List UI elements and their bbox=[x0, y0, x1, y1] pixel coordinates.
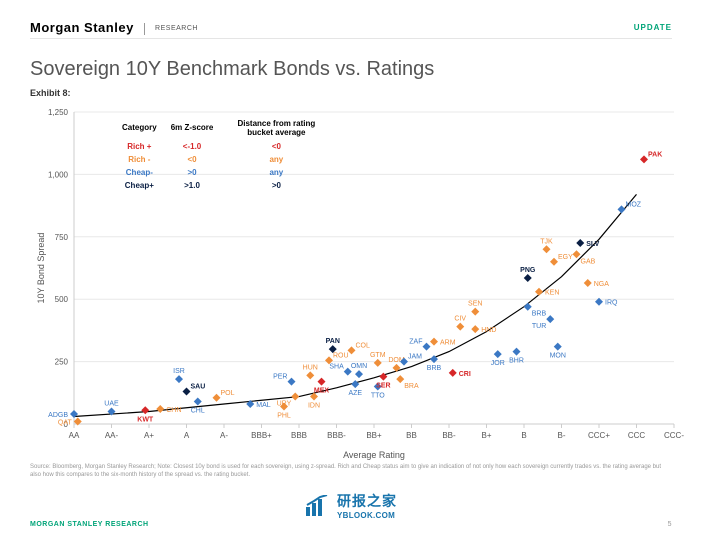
svg-text:ADGB: ADGB bbox=[48, 412, 68, 419]
svg-text:BB: BB bbox=[406, 431, 417, 440]
svg-text:SHA: SHA bbox=[329, 364, 344, 371]
svg-text:SLV: SLV bbox=[586, 241, 599, 248]
svg-text:BB-: BB- bbox=[442, 431, 456, 440]
svg-text:10Y Bond Spread: 10Y Bond Spread bbox=[36, 233, 46, 304]
page-title: Sovereign 10Y Benchmark Bonds vs. Rating… bbox=[30, 58, 434, 81]
svg-text:HUN: HUN bbox=[303, 364, 318, 371]
svg-text:PER: PER bbox=[273, 374, 287, 381]
svg-text:IRQ: IRQ bbox=[605, 300, 618, 307]
chart-area: 02505007501,0001,250AAAA-A+AA-BBB+BBBBBB… bbox=[30, 104, 684, 464]
svg-text:QAT: QAT bbox=[58, 420, 73, 427]
exhibit-label: Exhibit 8: bbox=[30, 88, 71, 98]
svg-text:COL: COL bbox=[356, 342, 371, 349]
source-note: Source: Bloomberg, Morgan Stanley Resear… bbox=[30, 464, 672, 480]
svg-text:POL: POL bbox=[221, 390, 235, 397]
svg-text:1,000: 1,000 bbox=[48, 170, 69, 179]
svg-text:JAM: JAM bbox=[408, 354, 422, 361]
svg-text:PHL: PHL bbox=[277, 413, 291, 420]
svg-text:OMN: OMN bbox=[351, 363, 367, 370]
scatter-chart: 02505007501,0001,250AAAA-A+AA-BBB+BBBBBB… bbox=[30, 104, 684, 464]
svg-text:NGA: NGA bbox=[594, 281, 610, 288]
svg-text:SAU: SAU bbox=[191, 384, 206, 391]
svg-text:TJK: TJK bbox=[540, 238, 553, 245]
svg-text:CCC+: CCC+ bbox=[588, 431, 610, 440]
svg-text:UAE: UAE bbox=[104, 401, 119, 408]
watermark-cn: 研报之家 bbox=[337, 491, 397, 511]
svg-text:MOZ: MOZ bbox=[626, 201, 642, 208]
svg-text:GTM: GTM bbox=[370, 352, 386, 359]
svg-text:PAK: PAK bbox=[648, 151, 662, 158]
svg-text:BBB-: BBB- bbox=[327, 431, 346, 440]
svg-text:SEN: SEN bbox=[468, 301, 482, 308]
svg-text:PAN: PAN bbox=[326, 338, 340, 345]
svg-text:CHN: CHN bbox=[166, 407, 181, 414]
footer-bar: MORGAN STANLEY RESEARCH 5 bbox=[30, 521, 672, 528]
svg-text:JOR: JOR bbox=[491, 360, 505, 367]
svg-text:500: 500 bbox=[55, 295, 69, 304]
svg-text:PNG: PNG bbox=[520, 267, 536, 274]
svg-text:1,250: 1,250 bbox=[48, 108, 69, 117]
svg-text:B: B bbox=[521, 431, 526, 440]
svg-text:ARM: ARM bbox=[440, 340, 456, 347]
svg-text:URY: URY bbox=[277, 401, 292, 408]
svg-text:B-: B- bbox=[558, 431, 566, 440]
svg-text:TUR: TUR bbox=[532, 323, 546, 330]
watermark-icon bbox=[305, 495, 331, 517]
svg-text:A: A bbox=[184, 431, 190, 440]
brand-divider bbox=[144, 23, 145, 35]
svg-text:CRI: CRI bbox=[459, 371, 471, 378]
svg-text:TTO: TTO bbox=[371, 393, 385, 400]
svg-text:A+: A+ bbox=[144, 431, 154, 440]
svg-text:Average Rating: Average Rating bbox=[343, 450, 405, 460]
svg-text:BBB+: BBB+ bbox=[251, 431, 272, 440]
svg-text:AA: AA bbox=[69, 431, 80, 440]
brand-sub: RESEARCH bbox=[155, 25, 198, 32]
svg-text:CHL: CHL bbox=[191, 408, 205, 415]
svg-text:CIV: CIV bbox=[454, 316, 466, 323]
svg-text:BRB: BRB bbox=[427, 365, 442, 372]
svg-text:EGY: EGY bbox=[558, 254, 573, 261]
svg-text:AA-: AA- bbox=[105, 431, 119, 440]
svg-text:BHR: BHR bbox=[509, 358, 524, 365]
svg-text:A-: A- bbox=[220, 431, 228, 440]
svg-text:MAL: MAL bbox=[256, 402, 271, 409]
page-number: 5 bbox=[668, 521, 672, 528]
svg-text:ZAF: ZAF bbox=[409, 339, 422, 346]
legend-table: Category6m Z-scoreDistance from rating b… bbox=[114, 118, 333, 194]
svg-text:ISR: ISR bbox=[173, 368, 185, 375]
svg-text:BRB: BRB bbox=[532, 311, 547, 318]
header-rule bbox=[30, 38, 672, 39]
page: Morgan Stanley RESEARCH UPDATE Sovereign… bbox=[0, 0, 702, 542]
svg-text:HND: HND bbox=[481, 327, 496, 334]
watermark-url: YBLOOK.COM bbox=[337, 511, 395, 520]
svg-text:BB+: BB+ bbox=[366, 431, 382, 440]
update-badge: UPDATE bbox=[634, 23, 672, 32]
svg-text:250: 250 bbox=[55, 358, 69, 367]
svg-text:BRA: BRA bbox=[404, 383, 419, 390]
svg-text:CCC: CCC bbox=[628, 431, 646, 440]
svg-text:CCC-: CCC- bbox=[664, 431, 684, 440]
svg-text:BBB: BBB bbox=[291, 431, 307, 440]
brand: Morgan Stanley RESEARCH bbox=[30, 20, 198, 35]
svg-text:IDN: IDN bbox=[308, 403, 320, 410]
svg-text:KWT: KWT bbox=[137, 416, 154, 423]
watermark: 研报之家 YBLOOK.COM bbox=[305, 491, 397, 520]
svg-text:GAB: GAB bbox=[581, 258, 596, 265]
svg-text:750: 750 bbox=[55, 233, 69, 242]
svg-text:KEN: KEN bbox=[545, 290, 559, 297]
svg-text:B+: B+ bbox=[481, 431, 491, 440]
brand-name: Morgan Stanley bbox=[30, 20, 134, 35]
svg-text:MON: MON bbox=[550, 353, 566, 360]
svg-text:ROU: ROU bbox=[333, 352, 349, 359]
footer-left: MORGAN STANLEY RESEARCH bbox=[30, 521, 149, 528]
svg-text:AZE: AZE bbox=[348, 390, 362, 397]
svg-text:SER: SER bbox=[376, 383, 390, 390]
svg-text:MEX: MEX bbox=[314, 388, 330, 395]
header: Morgan Stanley RESEARCH UPDATE bbox=[30, 20, 672, 35]
